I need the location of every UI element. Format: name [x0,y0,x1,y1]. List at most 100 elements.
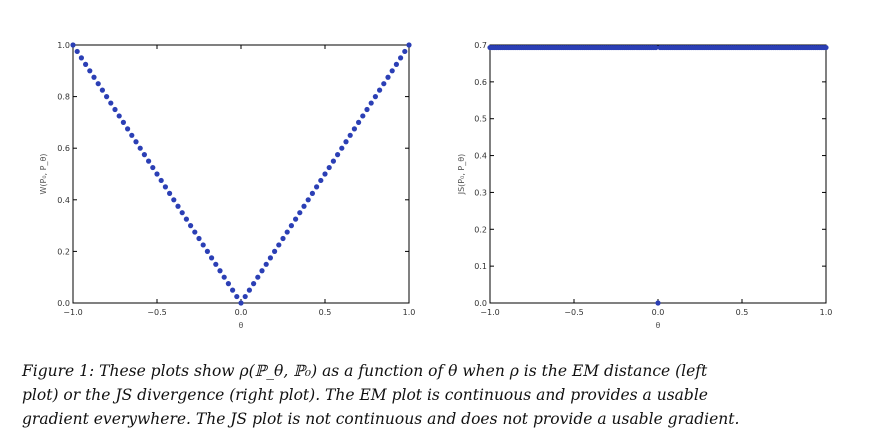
figure-caption: Figure 1: These plots show ρ(ℙ_θ, ℙ₀) as… [22,359,862,431]
em-plot-data-point [192,229,198,235]
em-plot-data-point [293,216,299,222]
em-plot-data-point [364,106,370,113]
js-divergence-plot: −1.0 −0.5 0.0 0.5 1.0 0.0 0.1 0.2 0.3 0.4 0.5 0.6 0.… [457,41,832,330]
em-plot-data-point [91,74,97,80]
em-plot-data-point [83,61,89,67]
em-plot-data-point [288,223,294,229]
em-plot-data-point [389,68,395,74]
em-plot-data-point [104,94,110,100]
em-plot-data-point [322,171,328,177]
em-plot-data-point [351,126,357,132]
em-plot-points [70,42,412,306]
em-plot-xtick-label: −1.0 [63,308,82,317]
em-plot-data-point [133,139,139,145]
em-plot-data-point [406,42,412,48]
em-plot-ytick-label: 0.0 [57,299,70,308]
em-plot-data-point [196,235,202,242]
em-plot-data-point [330,158,336,164]
em-plot-xtick-label: 0.5 [319,308,332,317]
em-plot-data-point [74,48,80,55]
em-plot-data-point [246,287,252,293]
js-plot-ytick-label: 0.7 [474,41,487,50]
em-plot-data-point [234,293,240,300]
em-plot-data-point [230,287,236,293]
em-plot-data-point [167,190,173,196]
em-plot-data-point [158,177,164,184]
js-plot-xtick-label: 0.0 [652,308,665,317]
em-plot-data-point [393,61,399,67]
em-plot-data-point [276,242,282,248]
js-plot-ytick-label: 0.1 [474,262,487,271]
em-plot-data-point [381,81,387,87]
em-plot-data-point [154,171,160,177]
em-plot-data-point [377,87,383,93]
em-plot-data-point [188,223,194,229]
em-plot-data-point [297,210,303,216]
caption-line-1: Figure 1: These plots show ρ(ℙ_θ, ℙ₀) as… [22,362,708,380]
em-plot-data-point [284,229,290,235]
em-plot-data-point [141,152,147,158]
em-plot-data-point [339,145,345,151]
em-plot-data-point [129,132,135,138]
figure-canvas: −1.0 −0.5 0.0 0.5 1.0 0.0 0.2 0.4 0.6 0.8 1.0 θ W(… [39,41,832,330]
em-plot-data-point [150,164,156,171]
em-plot-data-point [360,113,366,119]
em-plot-data-point [171,197,177,203]
em-plot-data-point [116,113,122,119]
em-plot-data-point [326,164,332,171]
em-plot-data-point [372,94,378,100]
em-plot-ytick-label: 0.8 [57,93,70,102]
em-plot-xtick-label: 0.0 [235,308,248,317]
em-plot-data-point [343,139,349,145]
em-plot-data-point [225,281,231,287]
em-plot-data-point [200,242,206,248]
em-plot-data-point [179,210,185,216]
em-plot-data-point [347,132,353,138]
em-plot-data-point [209,255,215,261]
em-plot-data-point [242,293,248,300]
js-plot-ytick-label: 0.0 [474,299,487,308]
js-plot-xtick-label: −0.5 [564,308,583,317]
js-plot-xlabel: θ [656,321,661,330]
js-plot-xtick-label: 1.0 [820,308,833,317]
em-plot-data-point [78,55,84,61]
em-plot-data-point [108,100,114,106]
em-distance-plot: −1.0 −0.5 0.0 0.5 1.0 0.0 0.2 0.4 0.6 0.8 1.0 θ W(… [39,41,415,330]
em-plot-data-point [125,126,131,132]
em-plot-ytick-label: 0.4 [57,196,70,205]
em-plot-data-point [335,152,341,158]
em-plot-data-point [368,100,374,106]
em-plot-data-point [162,184,168,190]
em-plot-data-point [267,255,273,261]
em-plot-data-point [402,48,408,55]
em-plot-data-point [99,87,105,93]
em-plot-data-point [70,42,76,48]
caption-line-2: plot) or the JS divergence (right plot).… [22,386,708,404]
em-plot-ytick-label: 0.6 [57,144,70,153]
em-plot-data-point [385,74,391,80]
em-plot-ticks: −1.0 −0.5 0.0 0.5 1.0 0.0 0.2 0.4 0.6 0.8 1.0 [57,41,415,317]
em-plot-ylabel: W(P₀, P_θ) [39,154,48,195]
em-plot-data-point [280,235,286,242]
js-plot-ytick-label: 0.5 [474,115,487,124]
em-plot-data-point [146,158,152,164]
em-plot-data-point [259,268,265,274]
em-plot-data-point [314,184,320,190]
js-plot-data-point [653,44,659,51]
em-plot-data-point [175,203,181,209]
em-plot-data-point [217,268,223,274]
js-plot-ytick-label: 0.4 [474,152,487,161]
js-plot-data-point [655,300,661,306]
em-plot-xlabel: θ [239,321,244,330]
em-plot-data-point [301,203,307,209]
em-plot-data-point [87,68,93,74]
em-plot-data-point [398,55,404,61]
em-plot-data-point [255,274,261,280]
em-plot-data-point [213,261,219,267]
em-plot-data-point [305,197,311,203]
em-plot-data-point [238,300,244,306]
em-plot-xtick-label: 1.0 [403,308,416,317]
em-plot-ytick-label: 0.2 [57,247,70,256]
js-plot-xtick-label: −1.0 [480,308,499,317]
em-plot-data-point [221,274,227,280]
